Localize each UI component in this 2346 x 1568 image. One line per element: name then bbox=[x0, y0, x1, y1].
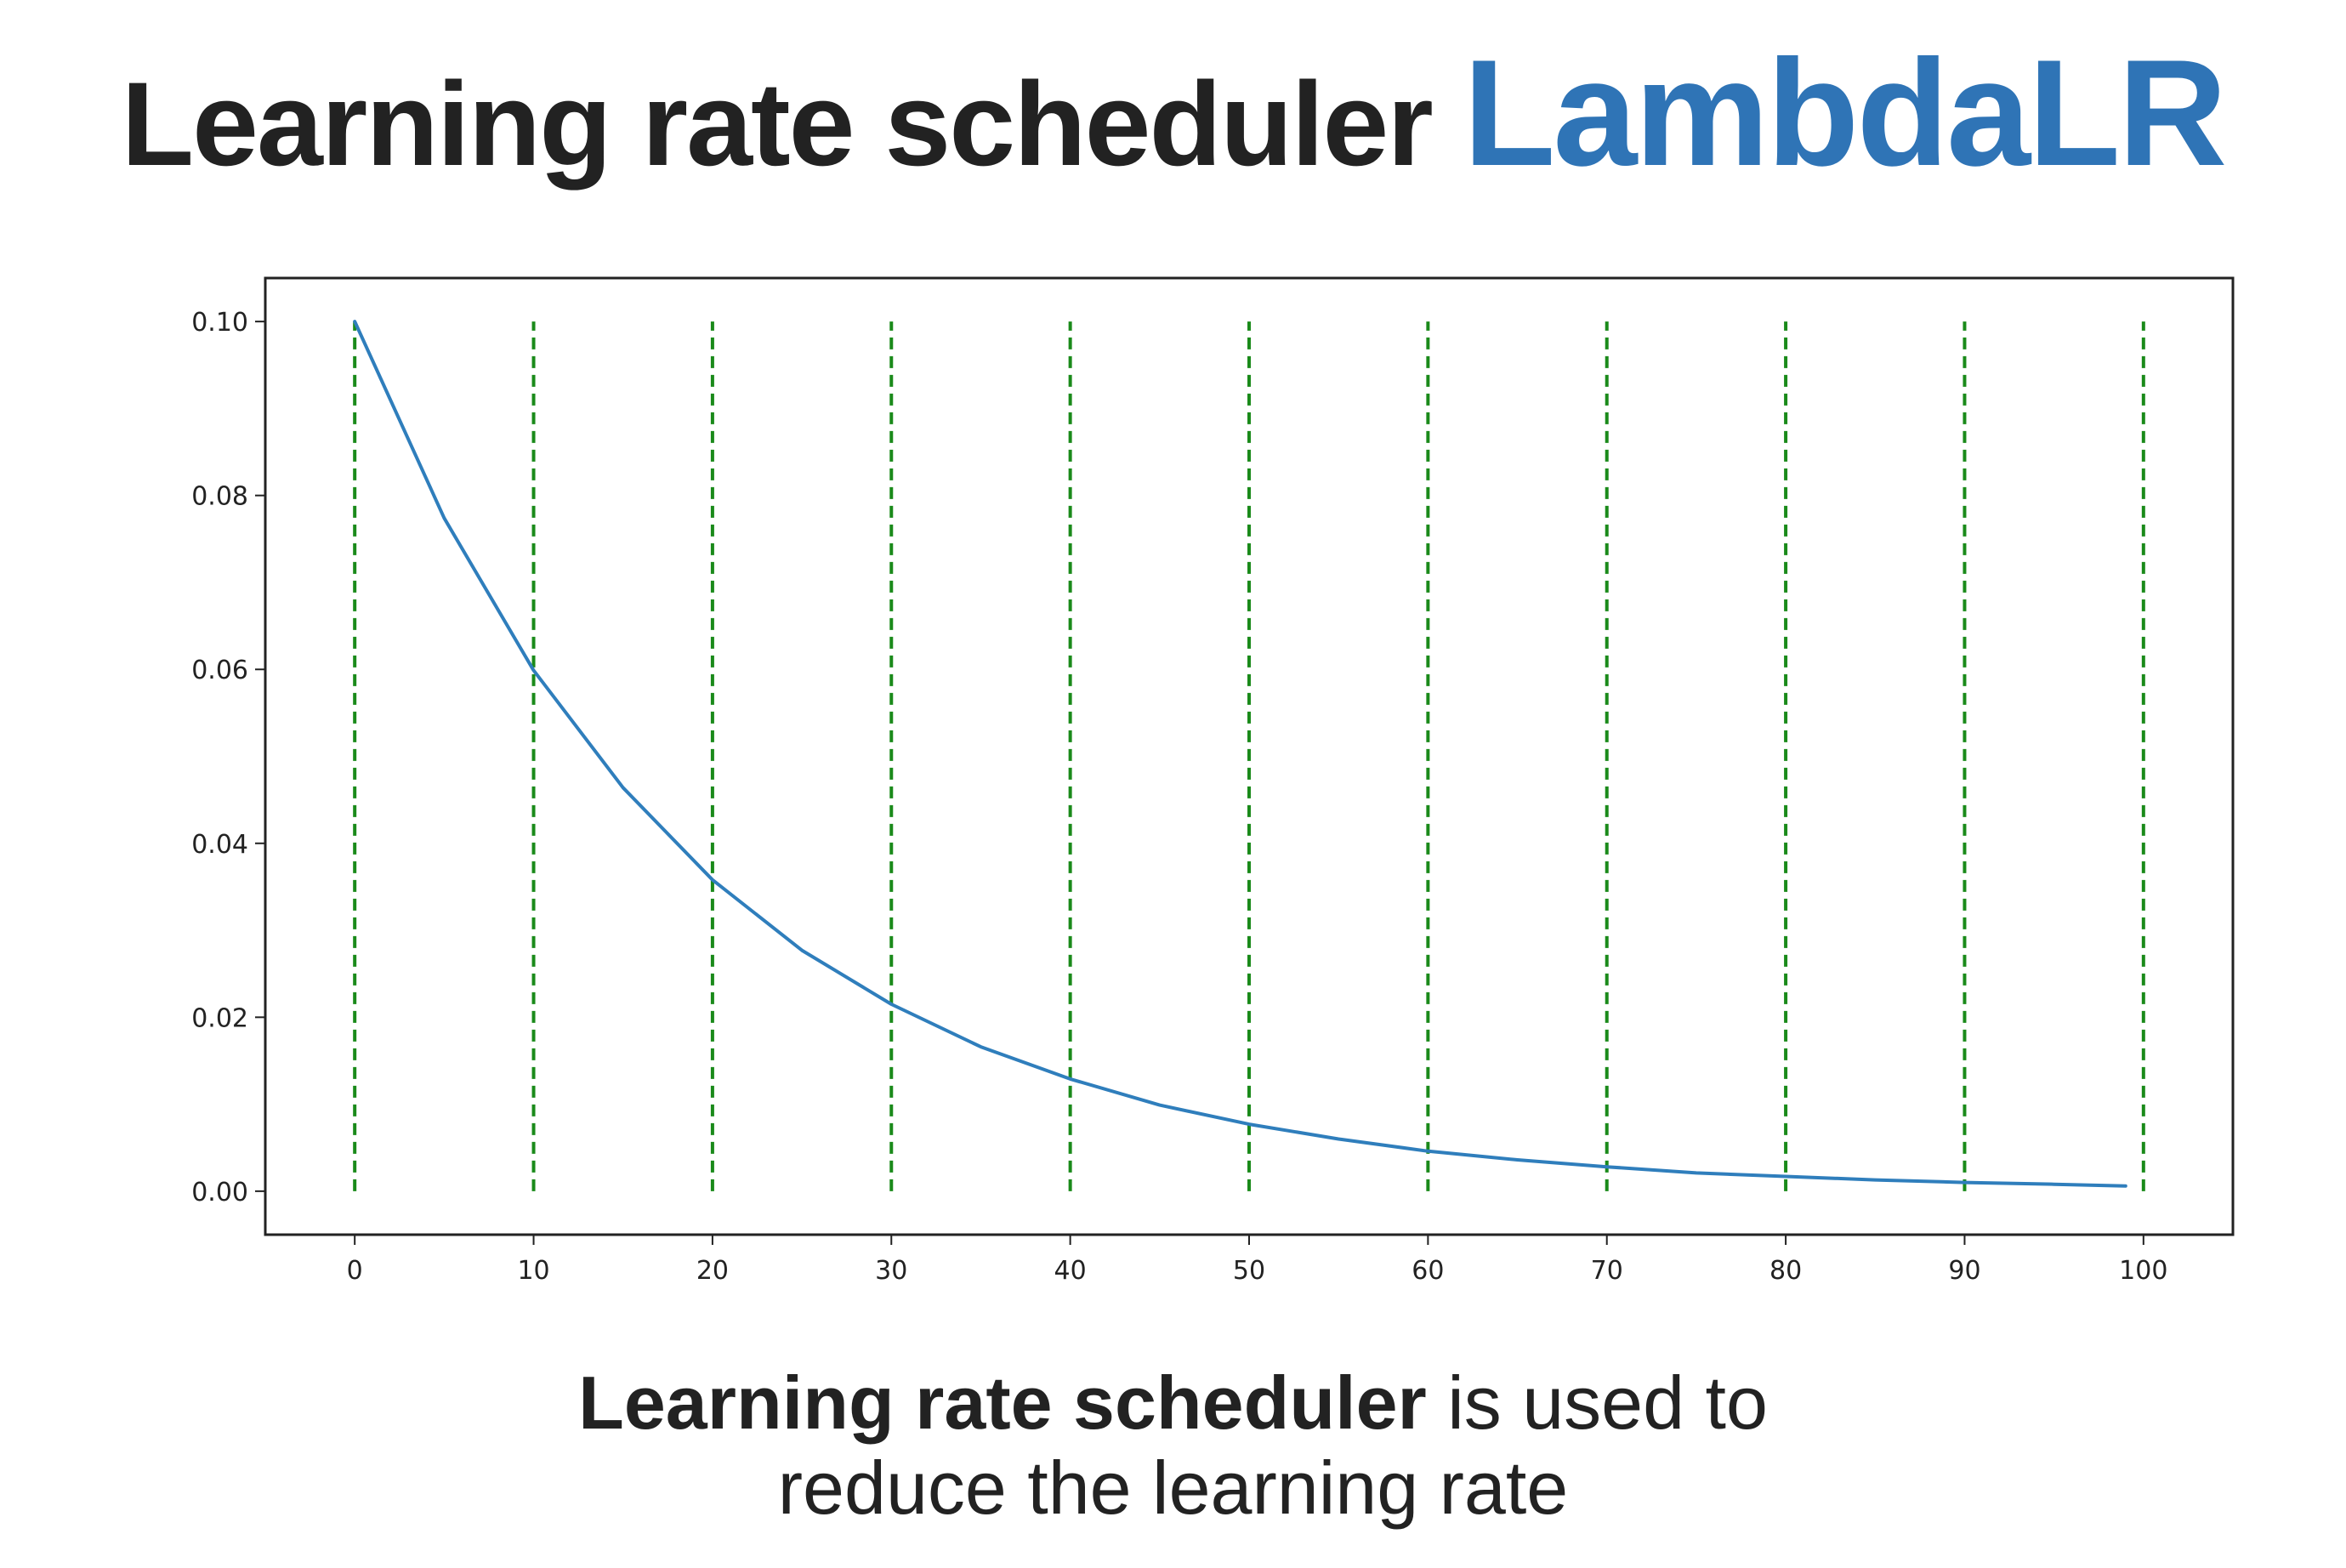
vlines-group bbox=[353, 321, 2145, 1191]
y-tick-label: 0.04 bbox=[191, 830, 248, 860]
x-tick-label: 50 bbox=[1233, 1256, 1265, 1286]
page-title: Learning rate scheduler LambdaLR bbox=[0, 26, 2346, 200]
caption-line-1: Learning rate scheduler is used to bbox=[0, 1361, 2346, 1446]
caption-line-2: reduce the learning rate bbox=[777, 1446, 1569, 1530]
x-tick-label: 70 bbox=[1591, 1256, 1623, 1286]
y-tick-label: 0.00 bbox=[191, 1178, 248, 1207]
x-tick-label: 30 bbox=[875, 1256, 907, 1286]
y-tick-label: 0.08 bbox=[191, 482, 248, 512]
caption-rest: is used to bbox=[1426, 1361, 1768, 1445]
title-accent: LambdaLR bbox=[1463, 28, 2228, 197]
y-tick-label: 0.06 bbox=[191, 656, 248, 685]
x-tick-label: 20 bbox=[696, 1256, 729, 1286]
x-tick-label: 80 bbox=[1769, 1256, 1802, 1286]
series-line-0 bbox=[353, 320, 2127, 1188]
y-axis: 0.00 0.02 0.04 0.06 0.08 0.10 bbox=[191, 308, 265, 1207]
x-tick-label: 60 bbox=[1412, 1256, 1444, 1286]
x-tick-label: 100 bbox=[2119, 1256, 2167, 1286]
caption-bold: Learning rate scheduler bbox=[578, 1361, 1427, 1445]
x-axis: 0 10 20 30 40 50 60 70 80 90 100 bbox=[347, 1235, 2167, 1286]
caption: Learning rate scheduler is used to reduc… bbox=[0, 1361, 2346, 1531]
x-tick-label: 0 bbox=[347, 1256, 363, 1286]
series-group bbox=[353, 320, 2127, 1188]
y-tick-label: 0.10 bbox=[191, 308, 248, 338]
x-tick-label: 40 bbox=[1054, 1256, 1087, 1286]
y-tick-label: 0.02 bbox=[191, 1003, 248, 1033]
title-main: Learning rate scheduler bbox=[121, 57, 1434, 190]
x-tick-label: 90 bbox=[1948, 1256, 1980, 1286]
x-tick-label: 10 bbox=[517, 1256, 549, 1286]
